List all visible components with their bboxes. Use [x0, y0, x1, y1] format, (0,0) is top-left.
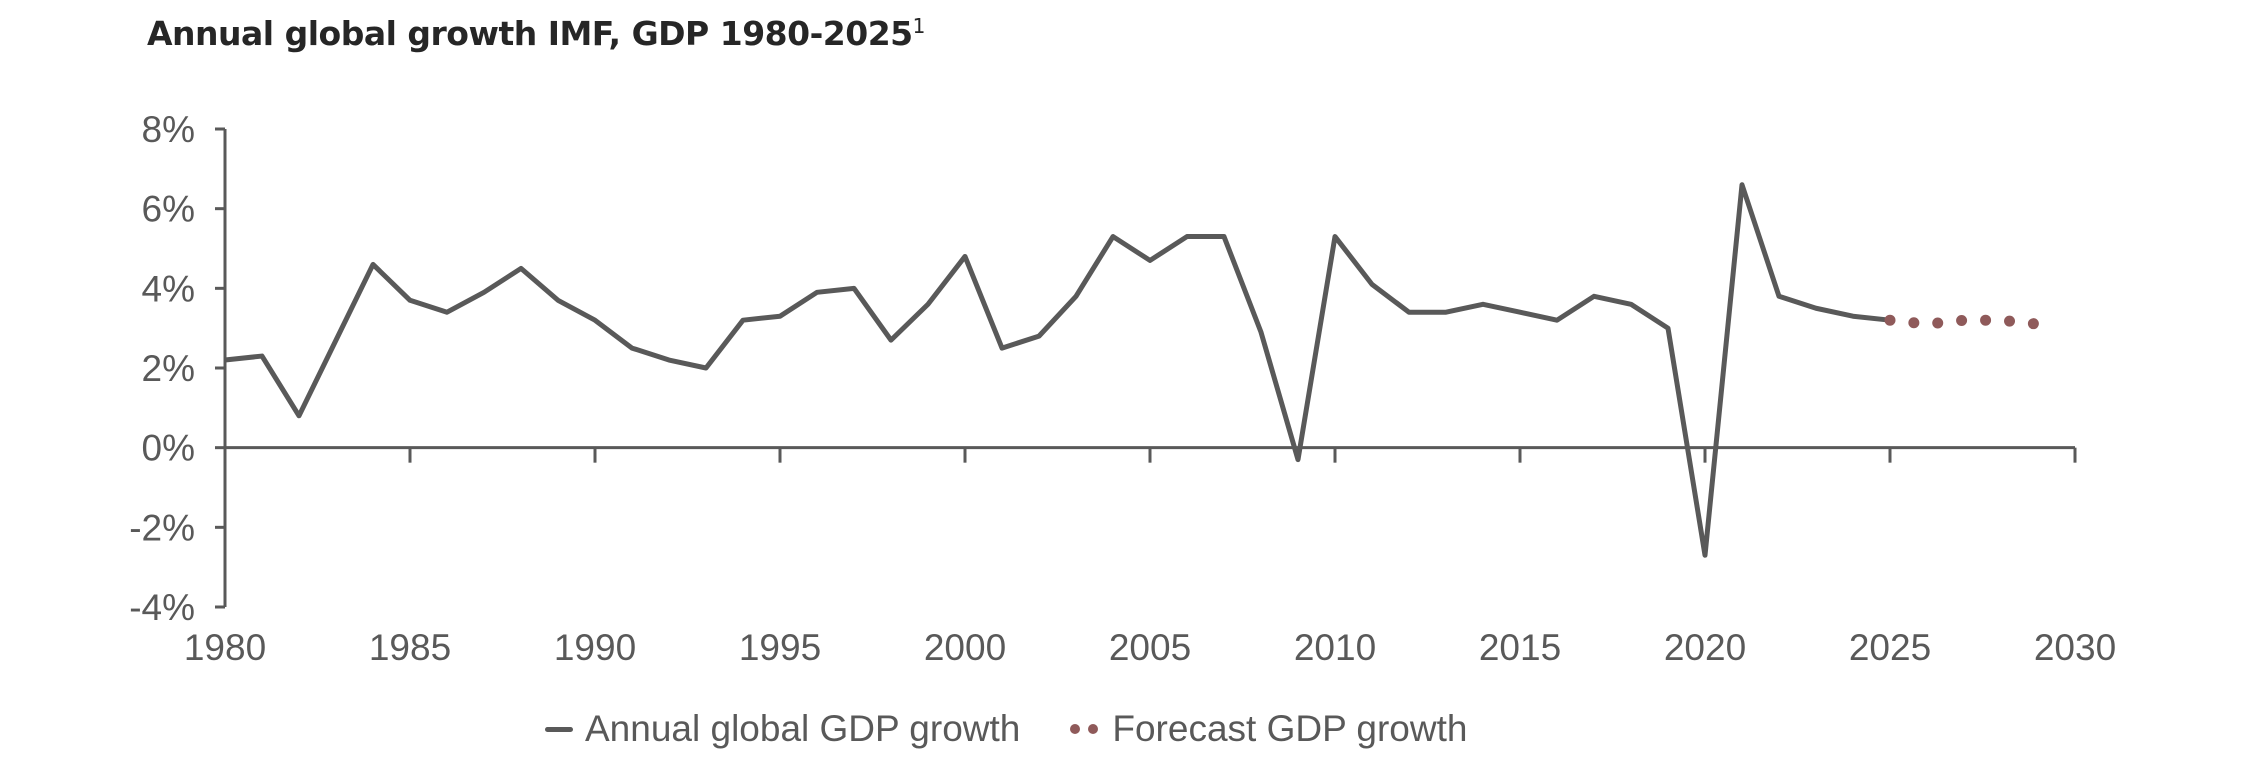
- x-tick-label: 1995: [739, 627, 821, 668]
- series-line-forecast: [1884, 314, 2062, 330]
- chart-title-text: Annual global growth IMF, GDP 1980-2025: [147, 14, 913, 53]
- x-tick-label: 1990: [554, 627, 636, 668]
- chart-title: Annual global growth IMF, GDP 1980-20251: [147, 14, 925, 53]
- x-tick-label: 1985: [369, 627, 451, 668]
- x-tick-label: 1980: [184, 627, 266, 668]
- x-tick-label: 2005: [1109, 627, 1191, 668]
- y-tick-label: -2%: [129, 507, 195, 548]
- title-footnote-marker: 1: [912, 14, 926, 38]
- legend-line-swatch: [545, 726, 573, 732]
- legend-label-actual: Annual global GDP growth: [585, 708, 1021, 749]
- legend: Annual global GDP growth Forecast GDP gr…: [545, 708, 1467, 750]
- legend-label-forecast: Forecast GDP growth: [1112, 708, 1468, 749]
- x-tick-label: 2015: [1479, 627, 1561, 668]
- x-tick-label: 2010: [1294, 627, 1376, 668]
- y-tick-label: 6%: [142, 189, 195, 230]
- y-tick-label: -4%: [129, 587, 195, 628]
- y-tick-label: 8%: [142, 109, 195, 150]
- x-tick-label: 2000: [924, 627, 1006, 668]
- legend-dots-swatch: [1070, 724, 1099, 734]
- y-tick-label: 0%: [142, 428, 195, 469]
- x-tick-label: 2025: [1849, 627, 1931, 668]
- y-tick-label: 2%: [142, 348, 195, 389]
- series-line-actual: [224, 182, 1891, 558]
- x-tick-label: 2020: [1664, 627, 1746, 668]
- x-tick-label: 2030: [2034, 627, 2116, 668]
- y-tick-label: 4%: [142, 268, 195, 309]
